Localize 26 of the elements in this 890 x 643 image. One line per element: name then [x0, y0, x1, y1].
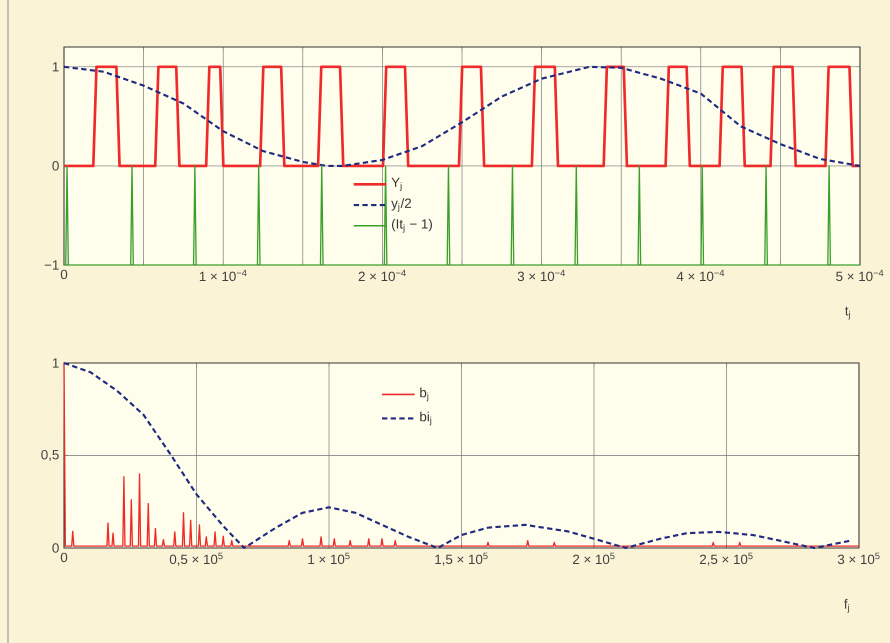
- y-tick-label: −1: [44, 260, 59, 270]
- y-tick-label: 0: [52, 161, 59, 171]
- y-tick-label: 0,5: [41, 450, 59, 462]
- x-tick-label: 3 × 10$^{5}$: [838, 552, 880, 564]
- x-axis-title: t$_{j}$: [845, 306, 850, 320]
- x-tick-label: 1,5 × 10$^{5}$: [435, 552, 488, 566]
- x-axis-title: f$_{j}$: [844, 598, 849, 613]
- legend-label: b$_{j}$: [420, 388, 428, 402]
- legend-label: y$_{j}$/2: [391, 198, 412, 212]
- y-tick-label: 0: [52, 543, 59, 553]
- x-tick-label: 3 × 10$^{−4}$: [518, 270, 566, 282]
- x-tick-label: 1 × 10$^{−4}$: [200, 270, 247, 282]
- y-tick-label: 1: [52, 358, 59, 368]
- x-tick-label: 5 × 10$^{−4}$: [836, 270, 884, 282]
- x-tick-label: 0: [60, 552, 68, 562]
- y-tick-label: 1: [52, 62, 59, 72]
- x-tick-label: 2 × 10$^{5}$: [573, 552, 615, 564]
- legend-label: Y$_{j}$: [391, 178, 402, 191]
- x-tick-label: 0: [60, 270, 68, 280]
- x-tick-label: 2 × 10$^{−4}$: [358, 270, 406, 282]
- x-tick-label: 1 × 10$^{5}$: [308, 552, 350, 564]
- x-tick-label: 0,5 × 10$^{5}$: [170, 552, 223, 566]
- legend-label: bi$_{j}$: [420, 412, 432, 426]
- x-tick-label: 2,5 × 10$^{5}$: [700, 552, 753, 566]
- x-tick-label: 4 × 10$^{−4}$: [676, 270, 724, 282]
- legend-label: (It$_{j}$ − 1): [392, 218, 432, 233]
